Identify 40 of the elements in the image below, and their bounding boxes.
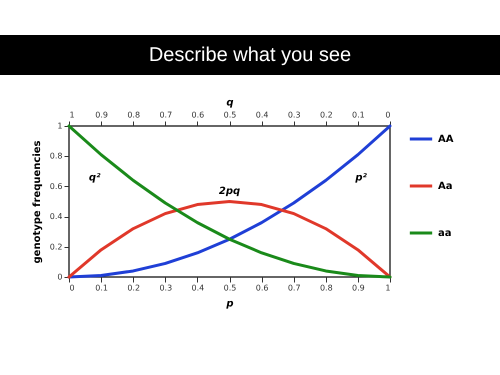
- y-tick-label: 0.8: [50, 152, 62, 161]
- legend-label: AA: [438, 134, 454, 145]
- chart-title: Describe what you see: [0, 35, 500, 75]
- x-tick-label: 0.3: [159, 284, 172, 292]
- x-tick-label: 0.4: [192, 284, 204, 292]
- x-tick-label: 0.2: [127, 284, 140, 292]
- y-tick-label: 0: [57, 272, 62, 282]
- line-series: [68, 124, 392, 278]
- x2-tick-label: 0.3: [288, 110, 301, 120]
- x-axis-title: p: [225, 298, 234, 310]
- x-tick-label: 0: [70, 284, 75, 292]
- x2-tick-label: 0.2: [320, 110, 333, 120]
- x2-tick-label: 0.7: [159, 110, 172, 120]
- x-tick-label: 0.8: [320, 284, 333, 292]
- y-axis-title: genotype frequencies: [32, 140, 43, 264]
- y-tick-label: 1: [57, 122, 62, 130]
- x2-tick-label: 0.5: [224, 110, 236, 120]
- legend-label: aa: [438, 228, 452, 239]
- x2-tick-label: 0.8: [127, 110, 140, 120]
- y-tick-label: 0.4: [50, 212, 62, 222]
- x2-tick-label: 0.6: [192, 110, 204, 120]
- x2-tick-label: 0.4: [256, 110, 268, 120]
- x-tick-label: 1: [385, 284, 390, 292]
- x-tick-label: 0.5: [224, 284, 236, 292]
- x2-tick-label: 0.1: [352, 110, 365, 120]
- x-tick-label: 0.7: [288, 284, 301, 292]
- x2-tick-label: 0: [385, 110, 390, 120]
- x2-tick-label: 1: [70, 110, 75, 120]
- x-tick-label: 0.1: [95, 284, 108, 292]
- legend-label: Aa: [438, 181, 452, 192]
- annotation: 2pq: [218, 186, 240, 197]
- annotation: q²: [88, 172, 102, 184]
- annotation: p²: [354, 172, 368, 184]
- x2-axis-title: q: [226, 98, 234, 108]
- x2-tick-label: 0.9: [95, 110, 108, 120]
- y-tick-label: 0.2: [50, 242, 62, 252]
- x-tick-label: 0.6: [256, 284, 268, 292]
- x-tick-label: 0.9: [352, 284, 365, 292]
- line-series: [68, 200, 392, 278]
- y-tick-label: 0.6: [50, 182, 62, 191]
